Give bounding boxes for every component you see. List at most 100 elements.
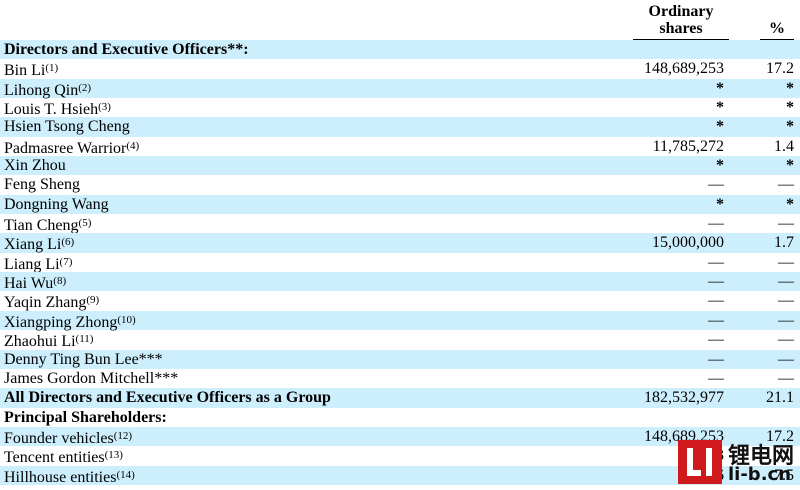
shares-value: — — [708, 292, 724, 310]
table-row: Tian Cheng(5) — — — [0, 214, 800, 235]
holder-name: Hsien Tsong Cheng — [4, 117, 130, 136]
holder-name: Founder vehicles(12) — [4, 427, 132, 448]
footnote-marker: (2) — [78, 81, 92, 94]
footnote-marker: (8) — [53, 275, 67, 288]
holder-name-text: Directors and Executive Officers**: — [4, 41, 249, 58]
holder-name: Tian Cheng(5) — [4, 214, 91, 235]
table-header: Ordinary shares % — [0, 0, 800, 40]
table-row: Hillhouse entities(14)65,367.5 — [0, 465, 800, 486]
footnote-marker: (11) — [75, 333, 94, 346]
footnote-marker: (12) — [113, 429, 133, 442]
watermark-title: 锂电网 — [728, 444, 795, 469]
watermark-logo: 锂电网 li-b.cn — [678, 436, 800, 490]
footnote-marker: (1) — [45, 62, 59, 75]
holder-name: James Gordon Mitchell*** — [4, 369, 178, 388]
shares-value: 11,785,272 — [652, 137, 724, 155]
percent-value: * — [786, 157, 794, 175]
holder-name-text: Xiangping Zhong — [4, 313, 118, 331]
shares-value: — — [708, 331, 724, 349]
table-row: Padmasree Warrior(4) 11,785,272 1.4 — [0, 137, 800, 158]
shares-value: * — [716, 99, 724, 117]
holder-name-text: Tencent entities — [4, 449, 105, 467]
watermark-url: li-b.cn — [728, 464, 792, 485]
holder-name-text: Hsien Tsong Cheng — [4, 118, 130, 136]
table-row: Liang Li(7) — — — [0, 253, 800, 273]
holder-name-text: Hillhouse entities — [4, 468, 117, 486]
table-row: Xiang Li(6) 15,000,000 1.7 — [0, 233, 800, 254]
table-row: Dongning Wang * * — [0, 194, 800, 215]
holder-name: Directors and Executive Officers**: — [4, 40, 249, 59]
table-row: Principal Shareholders: — [0, 408, 800, 427]
percent-value: — — [778, 331, 794, 349]
holder-name: Lihong Qin(2) — [4, 79, 91, 100]
holder-name-text: Louis T. Hsieh — [4, 101, 99, 119]
holder-name: Xiangping Zhong(10) — [4, 311, 136, 332]
percent-value: — — [778, 215, 794, 233]
percent-value: — — [778, 350, 794, 368]
holder-name-text: Founder vehicles — [4, 429, 114, 447]
table-row: Denny Ting Bun Lee*** — — — [0, 349, 800, 369]
holder-name-text: Padmasree Warrior — [4, 139, 127, 157]
holder-name: Dongning Wang — [4, 195, 109, 214]
footnote-marker: (4) — [126, 139, 140, 152]
percent-value: * — [786, 79, 794, 97]
holder-name-text: Zhaohui Li — [4, 333, 76, 351]
holder-name-text: Dongning Wang — [4, 195, 109, 213]
footnote-marker: (10) — [117, 313, 136, 326]
footnote-marker: (5) — [78, 217, 92, 230]
holder-name-text: Xiang Li — [4, 236, 62, 254]
holder-name: Zhaohui Li(11) — [4, 330, 93, 351]
holder-name-text: Liang Li — [4, 255, 60, 273]
table-row: Xin Zhou * * — [0, 156, 800, 176]
ordinary-shares-header: Ordinary shares — [633, 3, 729, 40]
holder-name-text: Bin Li — [4, 62, 46, 80]
shares-value: 182,532,977 — [644, 389, 724, 407]
table-row: James Gordon Mitchell*** — — — [0, 369, 800, 388]
table-row: Yaqin Zhang(9) — — — [0, 291, 800, 312]
li-logo-icon — [678, 440, 722, 484]
shares-value: * — [716, 79, 724, 97]
shares-value: — — [708, 273, 724, 291]
holder-name: All Directors and Executive Officers as … — [4, 388, 331, 407]
footnote-marker: (14) — [116, 468, 135, 481]
table-row: Louis T. Hsieh(3) * * — [0, 98, 800, 119]
holder-name-text: Hai Wu — [4, 275, 54, 293]
table-row: All Directors and Executive Officers as … — [0, 388, 800, 408]
shares-value: * — [716, 195, 724, 213]
table-row: Feng Sheng — — — [0, 175, 800, 194]
table-row: Directors and Executive Officers**: — [0, 40, 800, 60]
table-row: Zhaohui Li(11) — — — [0, 330, 800, 351]
holder-name-text: Denny Ting Bun Lee*** — [4, 350, 163, 368]
footnote-marker: (6) — [61, 236, 75, 249]
percent-value: — — [778, 311, 794, 329]
table-row: Xiangping Zhong(10) — — — [0, 310, 800, 332]
holder-name-text: James Gordon Mitchell*** — [4, 369, 179, 387]
holder-name: Denny Ting Bun Lee*** — [4, 350, 163, 369]
holder-name-text: Feng Sheng — [4, 176, 80, 194]
holder-name: Xin Zhou — [4, 156, 66, 175]
shares-value: — — [708, 176, 724, 194]
shares-value: * — [716, 118, 724, 136]
percent-value: — — [778, 369, 794, 387]
holder-name: Padmasree Warrior(4) — [4, 137, 139, 158]
holder-name: Hai Wu(8) — [4, 272, 66, 293]
holder-name-text: All Directors and Executive Officers as … — [4, 389, 331, 407]
holder-name-text: Yaqin Zhang — [4, 294, 87, 312]
footnote-marker: (7) — [59, 255, 73, 268]
percent-value: * — [786, 99, 794, 117]
percent-value: 21.1 — [766, 389, 794, 407]
table-row: Bin Li(1) 148,689,253 17.2 — [0, 59, 800, 80]
footnote-marker: (13) — [104, 449, 123, 462]
percent-value: 17.2 — [766, 60, 794, 78]
holder-name-text: Xin Zhou — [4, 157, 66, 175]
percent-value: — — [778, 273, 794, 291]
footnote-marker: (9) — [86, 294, 100, 307]
shares-value: — — [708, 369, 724, 387]
holder-name: Bin Li(1) — [4, 59, 58, 80]
table-row: Hai Wu(8) — — — [0, 272, 800, 293]
holder-name: Tencent entities(13) — [4, 446, 123, 467]
shares-value: — — [708, 215, 724, 233]
holder-name: Feng Sheng — [4, 175, 80, 194]
percent-value: — — [778, 253, 794, 271]
holder-name: Principal Shareholders: — [4, 408, 167, 427]
